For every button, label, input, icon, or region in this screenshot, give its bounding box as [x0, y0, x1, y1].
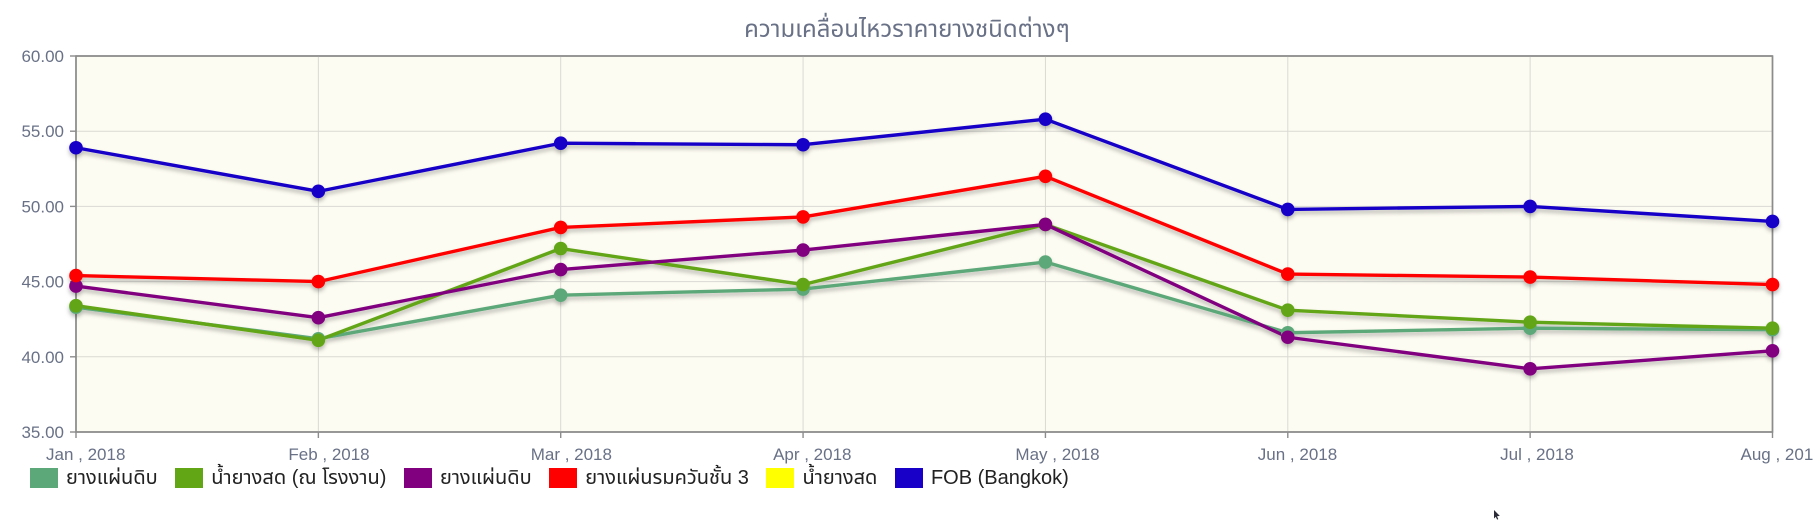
svg-text:Jul , 2018: Jul , 2018	[1500, 445, 1574, 464]
svg-text:Jan , 2018: Jan , 2018	[46, 445, 125, 464]
svg-text:Jun , 2018: Jun , 2018	[1258, 445, 1337, 464]
svg-text:Mar , 2018: Mar , 2018	[531, 445, 612, 464]
svg-text:55.00: 55.00	[21, 122, 64, 141]
svg-text:50.00: 50.00	[21, 197, 64, 216]
svg-text:40.00: 40.00	[21, 348, 64, 367]
svg-text:60.00: 60.00	[21, 47, 64, 66]
svg-text:35.00: 35.00	[21, 423, 64, 442]
svg-text:Aug , 2018: Aug , 2018	[1741, 445, 1814, 464]
svg-text:45.00: 45.00	[21, 273, 64, 292]
svg-text:Feb , 2018: Feb , 2018	[288, 445, 369, 464]
svg-text:Apr , 2018: Apr , 2018	[773, 445, 851, 464]
svg-text:May , 2018: May , 2018	[1015, 445, 1099, 464]
